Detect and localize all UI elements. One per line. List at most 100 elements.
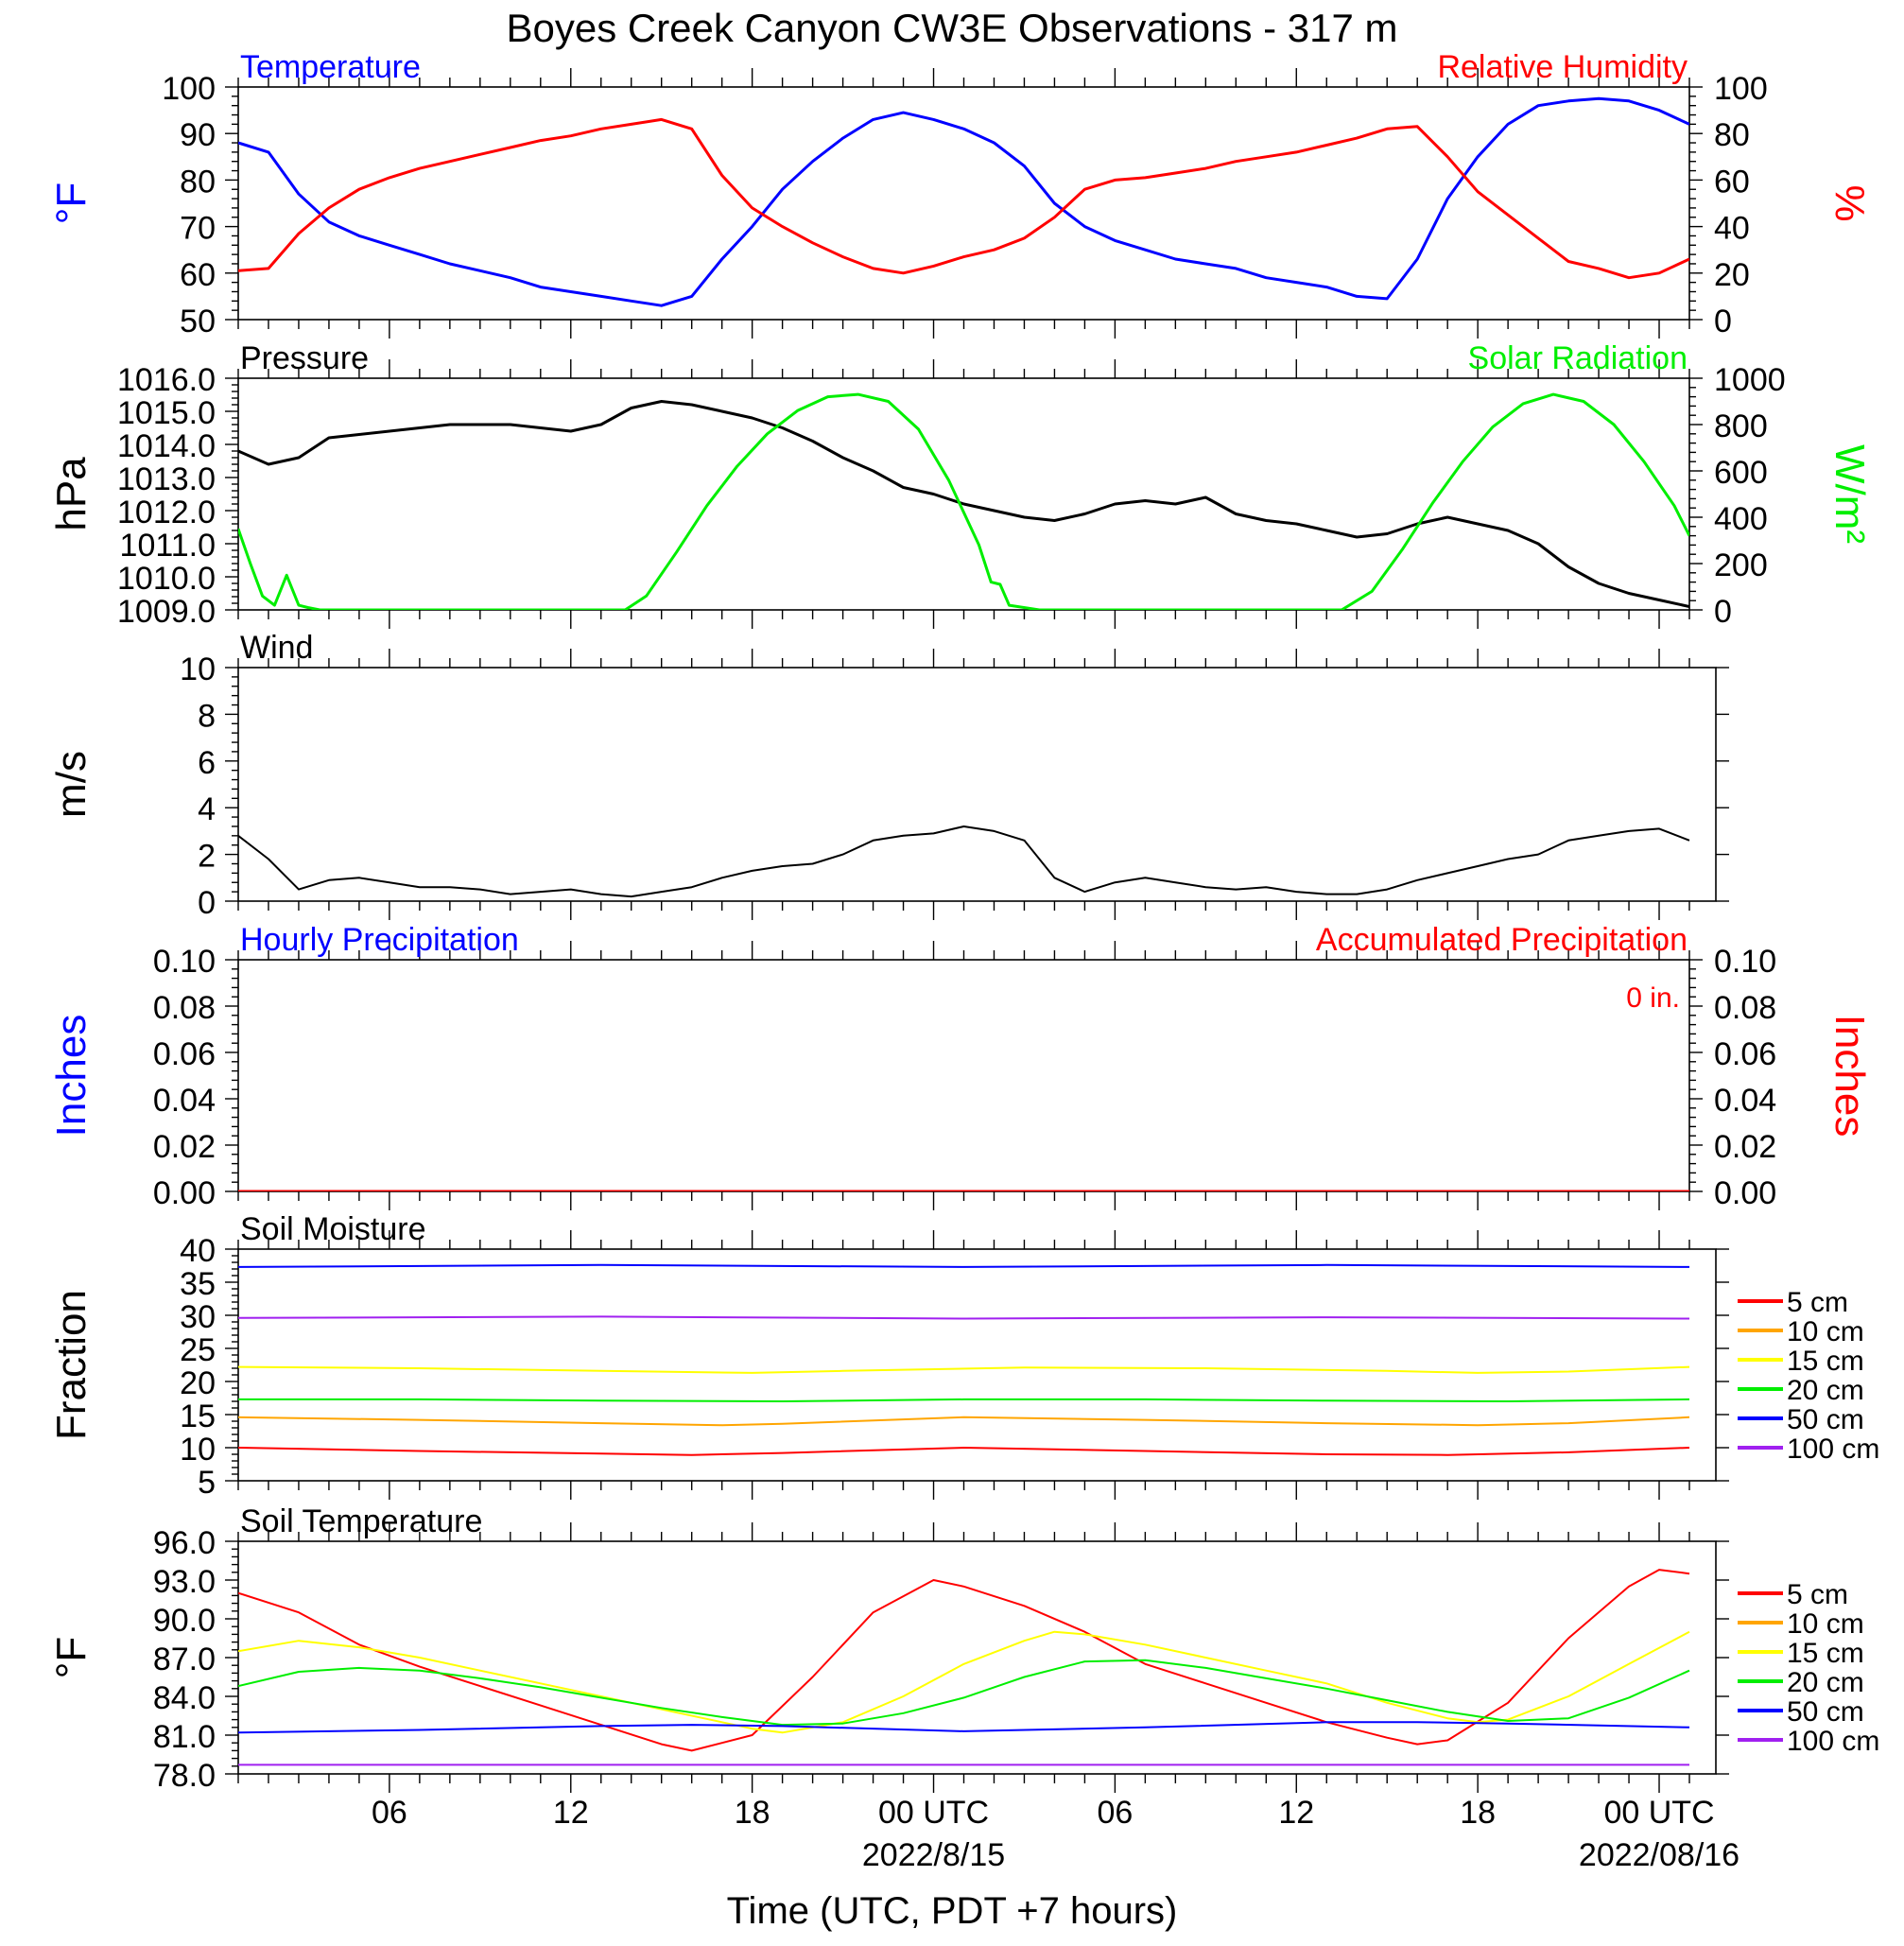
y-axis-label-left: Inches — [48, 1015, 95, 1138]
panel-wind: 0 2 4 6 8 10 Wind m/s — [48, 630, 1729, 921]
panel-annotation: 0 in. — [1626, 982, 1680, 1014]
y-tick-label-right: 80 — [1714, 117, 1750, 153]
series-line-20-cm — [238, 1659, 1690, 1727]
y-axis-label-left: °F — [48, 182, 95, 224]
y-tick-label-left: 1013.0 — [117, 461, 216, 497]
y-tick-label-left: 50 — [180, 304, 216, 339]
legend-label: 20 cm — [1787, 1667, 1864, 1698]
panel-frame — [237, 1248, 1717, 1482]
y-tick-label-right: 20 — [1714, 257, 1750, 293]
y-tick-label-right: 0 — [1714, 594, 1732, 630]
series-line-50-cm — [238, 1721, 1690, 1734]
series-line-relative-humidity — [238, 117, 1689, 280]
panel-frame — [237, 377, 1690, 611]
series-line-50-cm — [238, 1263, 1690, 1268]
series-line-15-cm — [238, 1630, 1690, 1734]
series-line-temperature — [238, 96, 1689, 307]
y-tick-label-left: 84.0 — [153, 1680, 216, 1716]
y-tick-label-left: 0.00 — [153, 1175, 216, 1211]
y-tick-label-left: 4 — [198, 791, 216, 827]
x-tick-label: 12 — [1278, 1795, 1314, 1831]
y-tick-label-left: 93.0 — [153, 1564, 216, 1600]
y-tick-label-right: 0 — [1714, 304, 1732, 339]
y-tick-label-left: 6 — [198, 745, 216, 781]
y-tick-label-left: 96.0 — [153, 1525, 216, 1561]
y-axis-label-left: m/s — [48, 751, 95, 818]
y-tick-label-right: 800 — [1714, 408, 1768, 444]
y-axis-label-left: °F — [48, 1637, 95, 1678]
panel-temp-rh: 50 60 70 80 90 100 0 20 40 60 80 100 Temperature Rela… — [48, 49, 1873, 339]
y-tick-label-right: 100 — [1714, 71, 1768, 107]
y-tick-label-left: 1010.0 — [117, 561, 216, 597]
y-tick-label-left: 90.0 — [153, 1603, 216, 1639]
y-tick-label-left: 20 — [180, 1365, 216, 1401]
panel-frame — [237, 86, 1690, 321]
panel-plot-area — [238, 392, 1689, 610]
panel-title-right: Accumulated Precipitation — [1316, 922, 1688, 958]
series-line-10-cm — [238, 1416, 1690, 1427]
y-tick-label-left: 81.0 — [153, 1719, 216, 1755]
y-tick-label-left: 10 — [180, 652, 216, 687]
y-tick-label-right: 40 — [1714, 211, 1750, 247]
legend-label: 10 cm — [1787, 1316, 1864, 1347]
y-tick-label-left: 0.06 — [153, 1036, 216, 1072]
panel-precip: 0.00 0.02 0.04 0.06 0.08 0.10 0.00 0.02 0.04 0.06… — [48, 922, 1873, 1211]
y-tick-label-left: 80 — [180, 164, 216, 200]
legend-label: 5 cm — [1787, 1287, 1848, 1318]
series-line-20-cm — [238, 1398, 1690, 1402]
y-tick-label-left: 1012.0 — [117, 495, 216, 530]
y-tick-label-left: 30 — [180, 1299, 216, 1335]
y-tick-label-right: 0.10 — [1714, 944, 1776, 980]
series-line-5-cm — [238, 1447, 1690, 1456]
legend-label: 20 cm — [1787, 1375, 1864, 1406]
x-axis: 06 12 18 00 UTC 06 12 18 00 UTC 2022/8/15 2022/08… — [372, 1795, 1740, 1873]
y-tick-label-left: 1015.0 — [117, 395, 216, 431]
legend-label: 15 cm — [1787, 1346, 1864, 1377]
panel-frame — [237, 667, 1717, 902]
y-axis-label-left: hPa — [48, 457, 95, 531]
y-axis-label-right: Inches — [1826, 1015, 1873, 1138]
panel-soil-temperature: 78.081.084.087.090.093.096.0 Soil Tempera… — [48, 1503, 1879, 1794]
series-line-pressure — [238, 400, 1689, 608]
panel-title-left: Wind — [240, 630, 313, 666]
x-axis-label: Time (UTC, PDT +7 hours) — [727, 1890, 1178, 1932]
x-tick-label: 00 UTC — [1603, 1795, 1714, 1831]
y-tick-label-left: 40 — [180, 1233, 216, 1269]
x-tick-label: 12 — [553, 1795, 589, 1831]
legend-label: 100 cm — [1787, 1433, 1879, 1465]
y-tick-label-left: 1014.0 — [117, 428, 216, 464]
legend-label: 50 cm — [1787, 1696, 1864, 1728]
panel-title-left: Hourly Precipitation — [240, 922, 519, 958]
y-tick-label-left: 0.10 — [153, 944, 216, 980]
y-tick-label-left: 10 — [180, 1432, 216, 1468]
panel-title-right: Solar Radiation — [1468, 340, 1688, 376]
y-tick-label-left: 70 — [180, 211, 216, 247]
y-tick-label-left: 25 — [180, 1332, 216, 1368]
legend-label: 100 cm — [1787, 1726, 1879, 1757]
x-tick-label: 18 — [735, 1795, 770, 1831]
legend-label: 5 cm — [1787, 1579, 1848, 1610]
panel-plot-area — [238, 1569, 1690, 1766]
chart-title: Boyes Creek Canyon CW3E Observations - 3… — [506, 6, 1397, 50]
y-axis-label-right: W/m² — [1826, 444, 1873, 544]
y-tick-label-left: 90 — [180, 117, 216, 153]
panel-plot-area — [238, 825, 1690, 898]
series-line-100-cm — [238, 1315, 1690, 1320]
y-tick-label-left: 15 — [180, 1399, 216, 1434]
legend-label: 50 cm — [1787, 1404, 1864, 1435]
y-tick-label-right: 0.02 — [1714, 1129, 1776, 1165]
panel-title-left: Soil Temperature — [240, 1503, 482, 1539]
y-tick-label-right: 400 — [1714, 501, 1768, 537]
y-axis-label-right: % — [1826, 184, 1873, 221]
legend-label: 15 cm — [1787, 1638, 1864, 1669]
y-tick-label-right: 0.04 — [1714, 1083, 1776, 1119]
panel-pressure-solar: 1009.01010.01011.01012.01013.01014.01015… — [48, 340, 1873, 630]
panel-title-left: Soil Moisture — [240, 1211, 426, 1247]
y-tick-label-right: 1000 — [1714, 362, 1786, 398]
y-tick-label-left: 35 — [180, 1266, 216, 1302]
y-tick-label-right: 0.08 — [1714, 990, 1776, 1026]
y-tick-label-left: 8 — [198, 698, 216, 734]
